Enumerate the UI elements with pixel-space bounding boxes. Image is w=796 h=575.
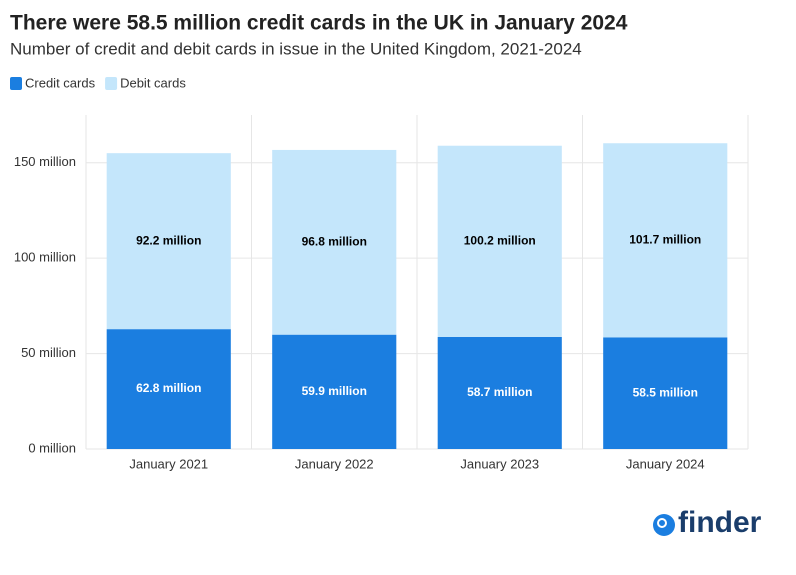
legend-label: Debit cards [120, 75, 186, 90]
logo-icon-lens [657, 518, 667, 528]
data-label: 58.5 million [633, 385, 698, 399]
bar-segment [437, 336, 562, 449]
y-tick-label: 50 million [21, 345, 76, 360]
y-tick-label: 100 million [14, 250, 76, 265]
bar-segment [603, 143, 728, 338]
data-label: 58.7 million [467, 385, 532, 399]
logo: finder [653, 506, 762, 539]
data-label: 62.8 million [136, 381, 201, 395]
bar-segment [106, 153, 231, 330]
data-label: 59.9 million [302, 384, 367, 398]
bar-segment [106, 329, 231, 449]
logo-text: finder [678, 506, 762, 539]
data-label: 101.7 million [629, 232, 701, 246]
data-label: 100.2 million [464, 234, 536, 248]
bar-segment [272, 149, 397, 335]
y-tick-label: 150 million [14, 154, 76, 169]
data-label: 92.2 million [136, 233, 201, 247]
bar-segment [272, 334, 397, 449]
legend-swatch [10, 77, 22, 90]
chart-title: There were 58.5 million credit cards in … [10, 12, 628, 35]
x-tick-label: January 2022 [295, 456, 374, 471]
data-label: 96.8 million [302, 234, 367, 248]
y-tick-label: 0 million [28, 440, 76, 455]
legend-label: Credit cards [25, 75, 96, 90]
x-tick-label: January 2023 [460, 456, 539, 471]
logo-icon [653, 514, 675, 536]
bar-segment [437, 145, 562, 337]
x-tick-label: January 2021 [129, 456, 208, 471]
x-tick-label: January 2024 [626, 456, 705, 471]
bar-segment [603, 337, 728, 449]
legend-swatch [105, 77, 118, 90]
chart-subtitle: Number of credit and debit cards in issu… [10, 39, 582, 58]
